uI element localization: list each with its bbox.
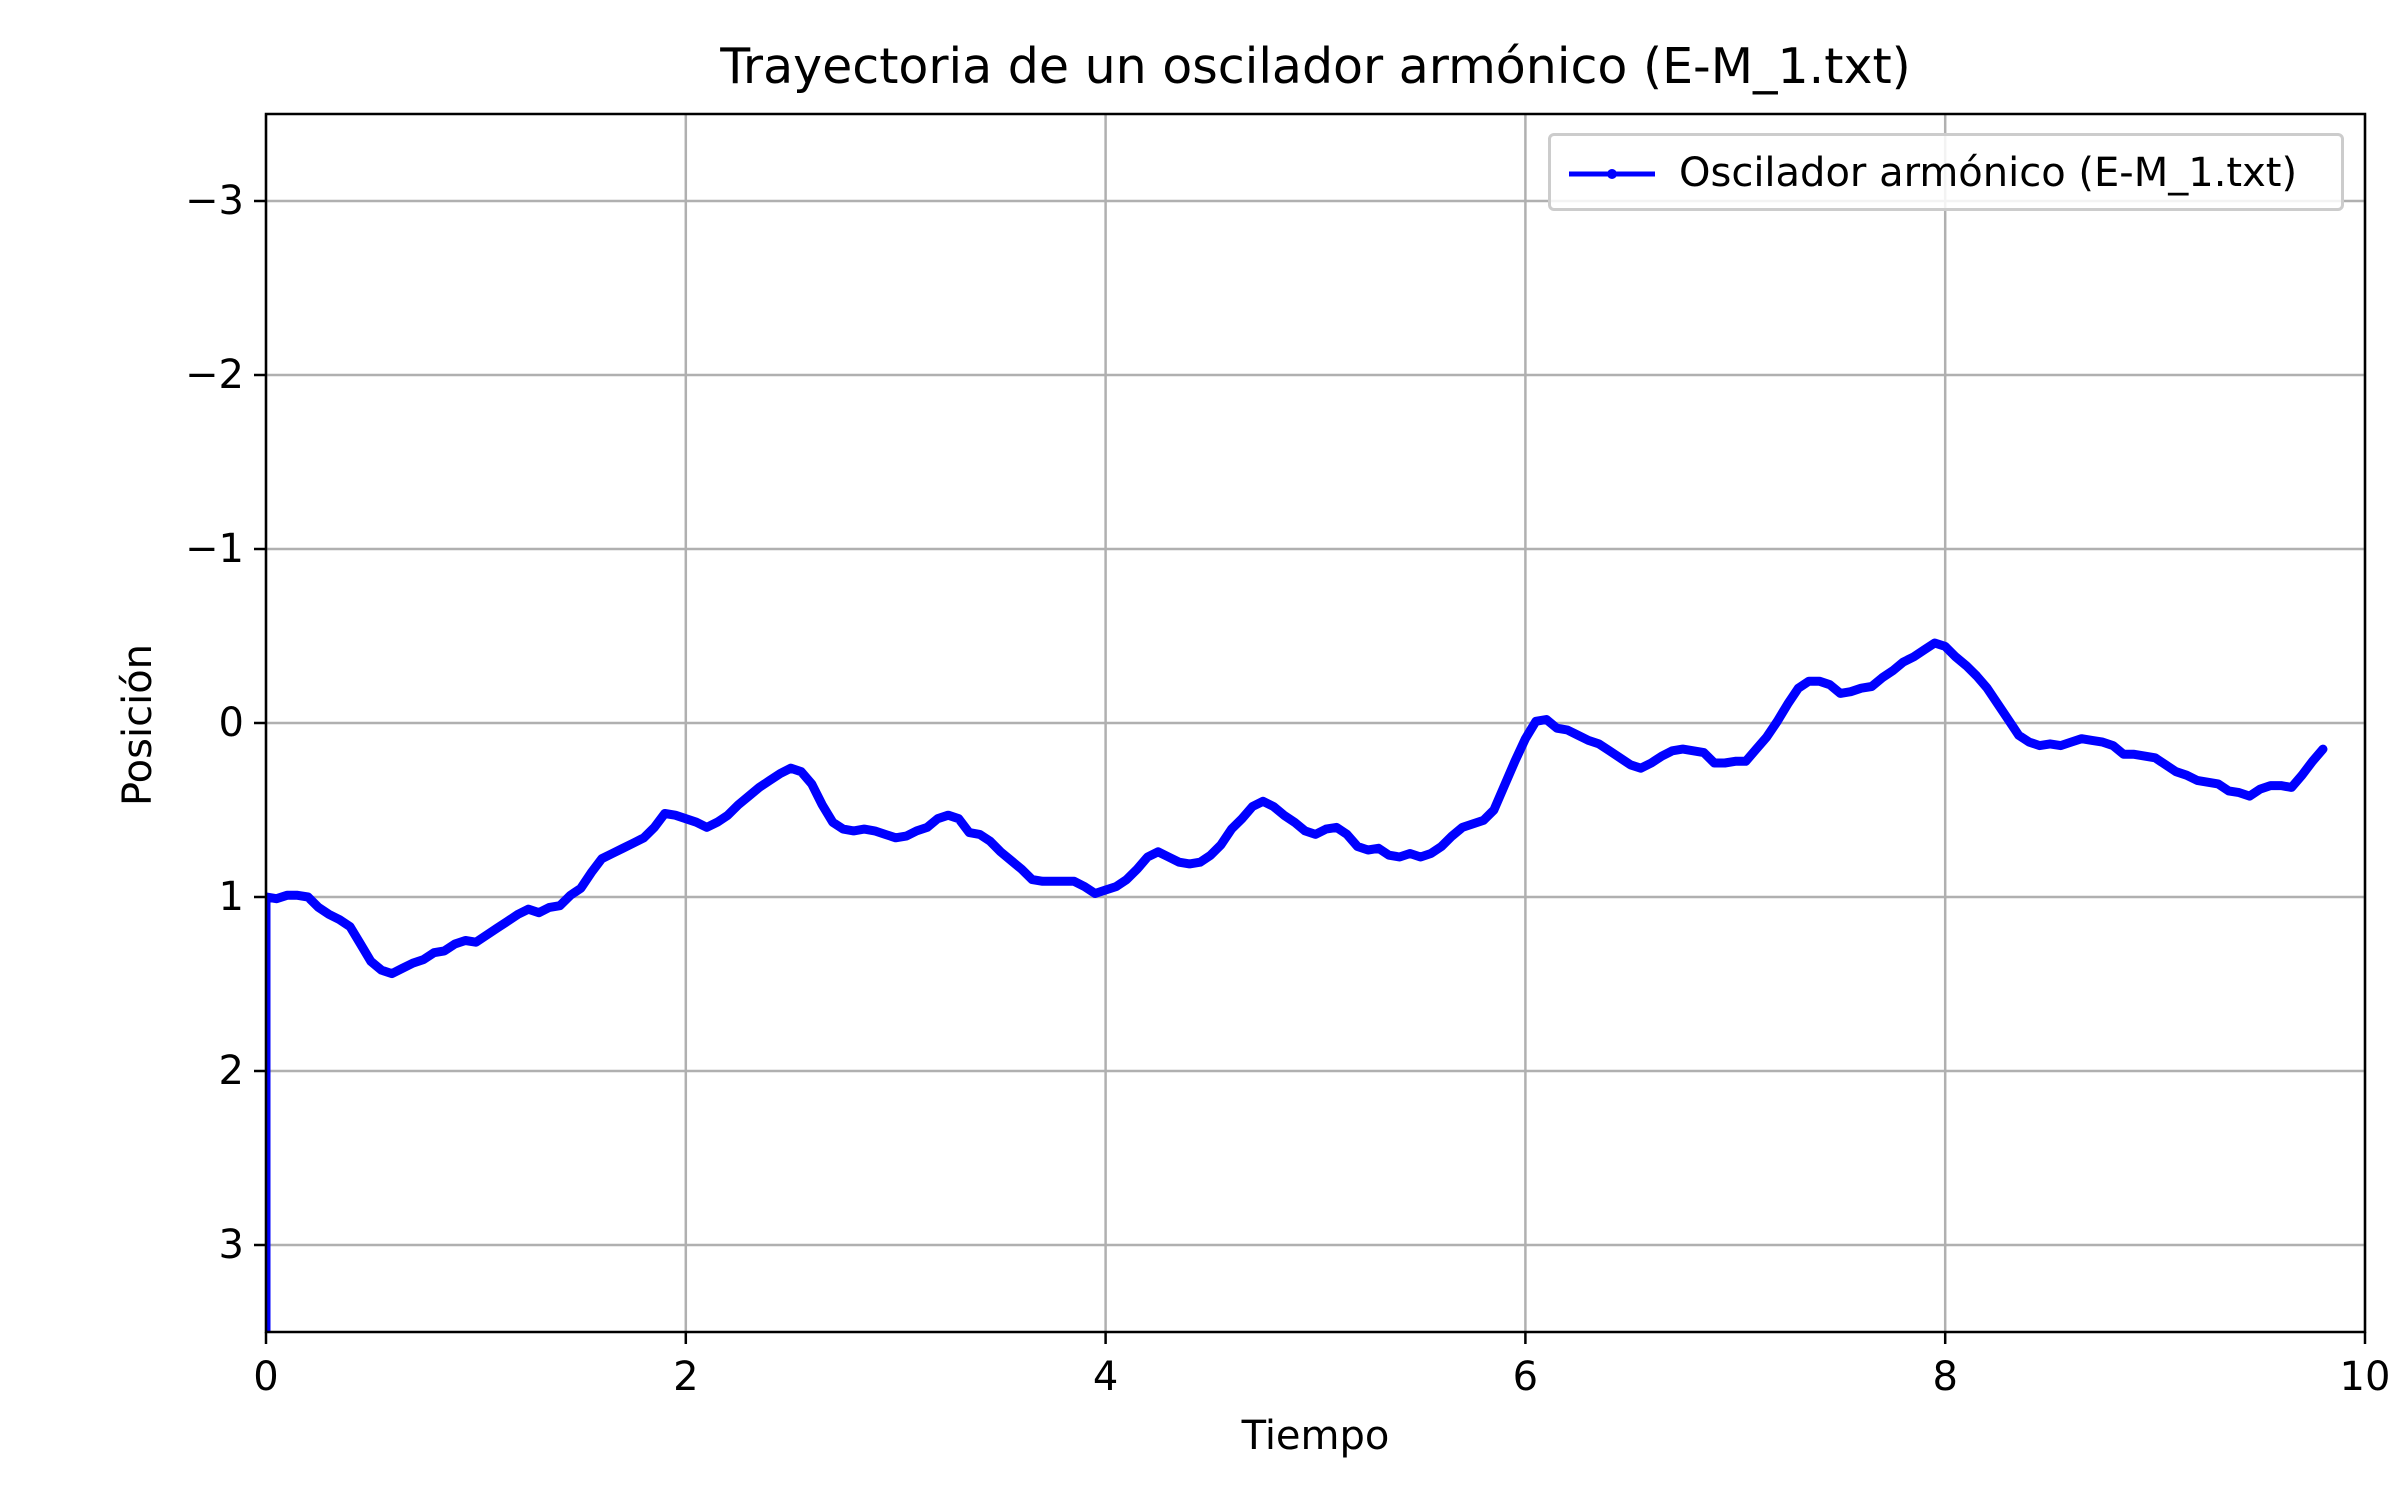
y-tick-label: −2 — [185, 352, 244, 398]
y-tick-label: 3 — [218, 1222, 244, 1268]
y-tick-label: 0 — [218, 700, 244, 746]
chart-title: Trayectoria de un oscilador armónico (E-… — [720, 38, 1911, 95]
legend-swatch — [1569, 169, 1655, 179]
legend: Oscilador armónico (E-M_1.txt) — [1548, 133, 2344, 211]
y-tick-label: 1 — [218, 874, 244, 920]
x-tick-label: 6 — [1512, 1354, 1539, 1400]
x-tick-label: 8 — [1932, 1354, 1958, 1400]
y-tick-label: −1 — [185, 526, 244, 572]
x-tick-label: 2 — [673, 1354, 699, 1400]
x-tick-label: 0 — [253, 1354, 279, 1400]
y-axis-label: Posición — [115, 643, 161, 807]
legend-label: Oscilador armónico (E-M_1.txt) — [1679, 150, 2298, 196]
y-tick-label: 2 — [218, 1048, 244, 1094]
x-tick-label: 4 — [1092, 1354, 1119, 1400]
series-line — [266, 638, 2328, 1332]
y-tick-label: −3 — [185, 178, 244, 224]
x-tick-label: 10 — [2339, 1354, 2391, 1400]
x-axis-label: Tiempo — [1241, 1413, 1390, 1459]
